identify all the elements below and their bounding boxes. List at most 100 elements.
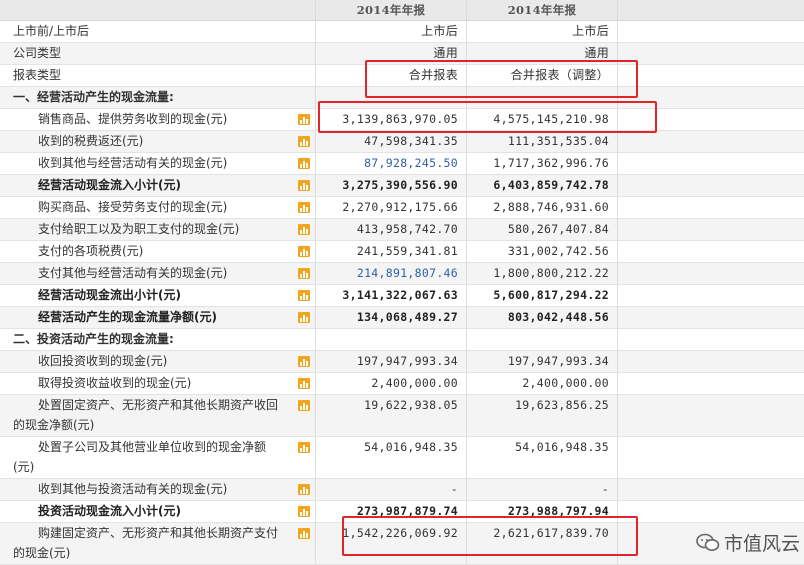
value-2014-annual-adjusted: 273,988,797.94 (466, 501, 617, 522)
row-label-line-2: 的现金净额(元) (13, 418, 95, 432)
row-label-text: 收回投资收到的现金(元) (38, 354, 168, 368)
bar-chart-icon[interactable] (298, 224, 310, 235)
table-row: 收回投资收到的现金(元) 197,947,993.34 197,947,993.34 (0, 351, 804, 373)
bar-chart-icon[interactable] (298, 506, 310, 517)
value-2014-annual-adjusted: 580,267,407.84 (466, 219, 617, 240)
row-label-text: 投资活动现金流入小计(元) (38, 504, 181, 518)
row-label-line-1: 处置子公司及其他营业单位收到的现金净额 (38, 440, 267, 454)
table-row: 收到的税费返还(元) 47,598,341.35 111,351,535.04 (0, 131, 804, 153)
wechat-icon (696, 533, 720, 553)
value-2014-annual: - (315, 479, 466, 500)
value-2014-annual: 87,928,245.50 (315, 153, 466, 174)
bar-chart-icon[interactable] (298, 312, 310, 323)
value-2014-annual: 241,559,341.81 (315, 241, 466, 262)
bar-chart-icon[interactable] (298, 356, 310, 367)
row-label: 报表类型 (0, 65, 315, 86)
table-row: 支付的各项税费(元) 241,559,341.81 331,002,742.56 (0, 241, 804, 263)
highlight-report-type (365, 60, 638, 98)
row-label-text: 收到的税费返还(元) (38, 134, 144, 148)
bar-chart-icon[interactable] (298, 136, 310, 147)
table-row: 支付给职工以及为职工支付的现金(元) 413,958,742.70 580,267,… (0, 219, 804, 241)
value-2014-annual-adjusted: 2,888,746,931.60 (466, 197, 617, 218)
bar-chart-icon[interactable] (298, 290, 310, 301)
row-label-text: 收到其他与投资活动有关的现金(元) (38, 482, 228, 496)
value-2014-annual-adjusted: - (466, 479, 617, 500)
value-2014-annual (315, 329, 466, 350)
row-label: 支付其他与经营活动有关的现金(元) (0, 263, 315, 284)
bar-chart-icon[interactable] (298, 246, 310, 257)
row-label-text: 销售商品、提供劳务收到的现金(元) (38, 112, 228, 126)
value-2014-annual: 上市后 (315, 21, 466, 42)
table-row: 经营活动现金流出小计(元) 3,141,322,067.63 5,600,817,2… (0, 285, 804, 307)
table-row: 处置子公司及其他营业单位收到的现金净额 (元) 54,016,948.35 54,01… (0, 437, 804, 479)
value-2014-annual-adjusted: 331,002,742.56 (466, 241, 617, 262)
header-col-2014-annual-adjusted[interactable]: 2014年年报 (466, 0, 617, 20)
row-label-text: 支付其他与经营活动有关的现金(元) (38, 266, 228, 280)
row-label: 购买商品、接受劳务支付的现金(元) (0, 197, 315, 218)
value-2014-annual-adjusted: 合并报表（调整） (466, 65, 617, 86)
table-row: 支付其他与经营活动有关的现金(元) 214,891,807.46 1,800,800… (0, 263, 804, 285)
highlight-capex (342, 516, 638, 556)
row-label: 支付给职工以及为职工支付的现金(元) (0, 219, 315, 240)
row-label-line-1: 购建固定资产、无形资产和其他长期资产支付 (38, 526, 279, 540)
row-label-text: 取得投资收益收到的现金(元) (38, 376, 192, 390)
header-col-2014-annual[interactable]: 2014年年报 (315, 0, 466, 20)
table-header: 2014年年报 2014年年报 (0, 0, 804, 21)
row-label: 经营活动现金流入小计(元) (0, 175, 315, 196)
row-label: 经营活动产生的现金流量净额(元) (0, 307, 315, 328)
row-label-line-2: 的现金(元) (13, 546, 71, 560)
table-row: 经营活动产生的现金流量净额(元) 134,068,489.27 803,042,44… (0, 307, 804, 329)
row-label: 支付的各项税费(元) (0, 241, 315, 262)
value-2014-annual-adjusted: 19,623,856.25 (466, 395, 617, 436)
table-row: 收到其他与经营活动有关的现金(元) 87,928,245.50 1,717,362,… (0, 153, 804, 175)
table-row: 购买商品、接受劳务支付的现金(元) 2,270,912,175.66 2,888,7… (0, 197, 804, 219)
bar-chart-icon[interactable] (298, 158, 310, 169)
bar-chart-icon[interactable] (298, 400, 310, 411)
bar-chart-icon[interactable] (298, 378, 310, 389)
bar-chart-icon[interactable] (298, 442, 310, 453)
section-heading: 一、经营活动产生的现金流量: (0, 87, 315, 108)
value-2014-annual: 19,622,938.05 (315, 395, 466, 436)
table-row: 一、经营活动产生的现金流量: (0, 87, 804, 109)
bar-chart-icon[interactable] (298, 484, 310, 495)
row-label: 取得投资收益收到的现金(元) (0, 373, 315, 394)
value-2014-annual (315, 87, 466, 108)
table-row: 上市前/上市后 上市后 上市后 (0, 21, 804, 43)
row-label-text: 一、经营活动产生的现金流量: (13, 90, 174, 104)
bar-chart-icon[interactable] (298, 180, 310, 191)
value-2014-annual-adjusted: 4,575,145,210.98 (466, 109, 617, 130)
value-2014-annual-adjusted: 197,947,993.34 (466, 351, 617, 372)
row-label-text: 经营活动现金流入小计(元) (38, 178, 181, 192)
table-row: 销售商品、提供劳务收到的现金(元) 3,139,863,970.05 4,575,1… (0, 109, 804, 131)
table-row: 投资活动现金流入小计(元) 273,987,879.74 273,988,797.9… (0, 501, 804, 523)
value-2014-annual-adjusted: 1,717,362,996.76 (466, 153, 617, 174)
value-2014-annual: 273,987,879.74 (315, 501, 466, 522)
bar-chart-icon[interactable] (298, 114, 310, 125)
value-2014-annual: 134,068,489.27 (315, 307, 466, 328)
bar-chart-icon[interactable] (298, 528, 310, 539)
row-label-text: 购买商品、接受劳务支付的现金(元) (38, 200, 228, 214)
row-label-text: 经营活动现金流出小计(元) (38, 288, 181, 302)
value-2014-annual: 通用 (315, 43, 466, 64)
row-label-text: 经营活动产生的现金流量净额(元) (38, 310, 217, 324)
value-2014-annual-adjusted: 2,400,000.00 (466, 373, 617, 394)
value-2014-annual: 合并报表 (315, 65, 466, 86)
value-2014-annual: 1,542,226,069.92 (315, 523, 466, 564)
section-heading: 二、投资活动产生的现金流量: (0, 329, 315, 350)
row-label-text: 支付给职工以及为职工支付的现金(元) (38, 222, 240, 236)
bar-chart-icon[interactable] (298, 202, 310, 213)
row-label: 上市前/上市后 (0, 21, 315, 42)
value-2014-annual: 3,139,863,970.05 (315, 109, 466, 130)
value-2014-annual-adjusted: 通用 (466, 43, 617, 64)
value-2014-annual: 54,016,948.35 (315, 437, 466, 478)
value-2014-annual-adjusted: 2,621,617,839.70 (466, 523, 617, 564)
row-label: 处置子公司及其他营业单位收到的现金净额 (元) (0, 437, 315, 478)
value-2014-annual-adjusted: 6,403,859,742.78 (466, 175, 617, 196)
watermark: 市值风云 (696, 529, 800, 556)
header-label-cell (0, 0, 315, 20)
bar-chart-icon[interactable] (298, 268, 310, 279)
row-label-text: 收到其他与经营活动有关的现金(元) (38, 156, 228, 170)
value-2014-annual-adjusted: 1,800,800,212.22 (466, 263, 617, 284)
row-label: 收到其他与经营活动有关的现金(元) (0, 153, 315, 174)
